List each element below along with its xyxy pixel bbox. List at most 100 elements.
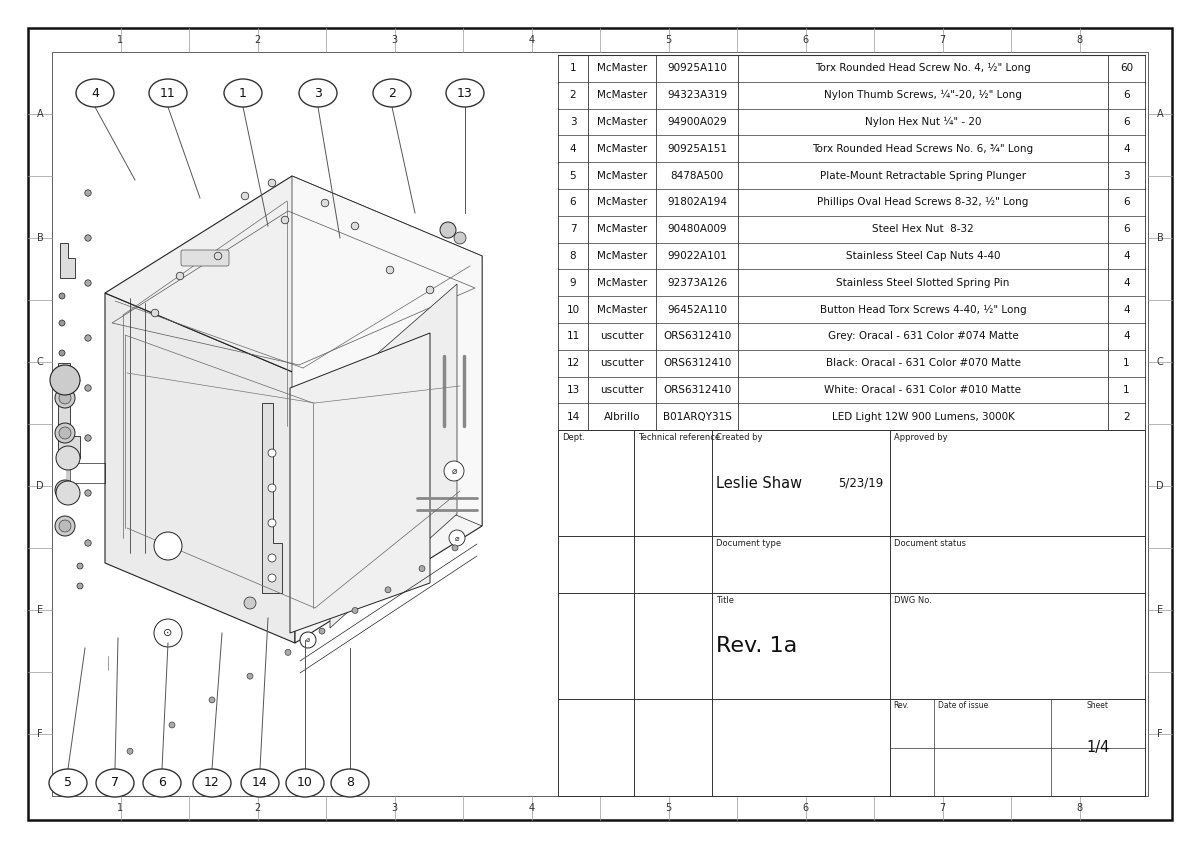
Circle shape xyxy=(352,222,359,230)
Text: 10: 10 xyxy=(298,777,313,789)
Text: McMaster: McMaster xyxy=(596,251,647,261)
Text: 60: 60 xyxy=(1120,64,1133,74)
Text: Document type: Document type xyxy=(716,539,781,549)
Text: F: F xyxy=(37,729,43,739)
Text: 3: 3 xyxy=(1123,170,1130,181)
Text: 12: 12 xyxy=(204,777,220,789)
Text: B01ARQY31S: B01ARQY31S xyxy=(662,412,732,421)
Text: McMaster: McMaster xyxy=(596,144,647,153)
Text: 2: 2 xyxy=(570,90,576,100)
Text: 5: 5 xyxy=(665,803,672,813)
Text: 10: 10 xyxy=(566,304,580,315)
Text: 2: 2 xyxy=(254,803,260,813)
Ellipse shape xyxy=(49,769,88,797)
Text: 6: 6 xyxy=(1123,117,1130,127)
Text: 90925A110: 90925A110 xyxy=(667,64,727,74)
Text: 11: 11 xyxy=(566,332,580,342)
Text: Dept.: Dept. xyxy=(562,433,586,442)
Circle shape xyxy=(300,632,316,648)
Ellipse shape xyxy=(149,79,187,107)
Polygon shape xyxy=(106,176,482,373)
Text: 6: 6 xyxy=(1123,224,1130,234)
Text: ⌀: ⌀ xyxy=(306,637,310,643)
Text: C: C xyxy=(37,357,43,367)
Text: 6: 6 xyxy=(1123,198,1130,208)
Text: ⌀: ⌀ xyxy=(451,466,457,476)
Text: 4: 4 xyxy=(1123,144,1130,153)
Text: 8: 8 xyxy=(570,251,576,261)
Text: Created by: Created by xyxy=(716,433,763,442)
Text: 90925A151: 90925A151 xyxy=(667,144,727,153)
Text: 4: 4 xyxy=(1123,304,1130,315)
Text: McMaster: McMaster xyxy=(596,117,647,127)
Circle shape xyxy=(55,388,74,408)
Text: 6: 6 xyxy=(570,198,576,208)
Circle shape xyxy=(85,335,91,341)
Text: B: B xyxy=(37,233,43,243)
Text: 4: 4 xyxy=(528,803,534,813)
Text: 92373A126: 92373A126 xyxy=(667,278,727,287)
Circle shape xyxy=(56,481,80,505)
Text: Approved by: Approved by xyxy=(894,433,947,442)
Circle shape xyxy=(241,192,248,200)
Text: 6: 6 xyxy=(1123,90,1130,100)
Text: White: Oracal - 631 Color #010 Matte: White: Oracal - 631 Color #010 Matte xyxy=(824,385,1021,395)
Circle shape xyxy=(449,530,466,546)
Text: ORS6312410: ORS6312410 xyxy=(662,332,731,342)
Text: Torx Rounded Head Screw No. 4, ½" Long: Torx Rounded Head Screw No. 4, ½" Long xyxy=(815,64,1031,74)
Text: Stainless Steel Cap Nuts 4-40: Stainless Steel Cap Nuts 4-40 xyxy=(846,251,1001,261)
Ellipse shape xyxy=(224,79,262,107)
Circle shape xyxy=(386,266,394,274)
Ellipse shape xyxy=(299,79,337,107)
Circle shape xyxy=(268,554,276,562)
Text: Torx Rounded Head Screws No. 6, ¾" Long: Torx Rounded Head Screws No. 6, ¾" Long xyxy=(812,144,1033,153)
Circle shape xyxy=(55,516,74,536)
Text: 1/4: 1/4 xyxy=(1086,740,1110,755)
Text: F: F xyxy=(1157,729,1163,739)
Text: 6: 6 xyxy=(803,803,809,813)
Text: Steel Hex Nut  8-32: Steel Hex Nut 8-32 xyxy=(872,224,974,234)
Text: D: D xyxy=(1156,481,1164,491)
Polygon shape xyxy=(330,284,457,628)
Polygon shape xyxy=(106,293,295,643)
Text: 5/23/19: 5/23/19 xyxy=(839,477,883,490)
Circle shape xyxy=(244,597,256,609)
Text: 1: 1 xyxy=(1123,385,1130,395)
Circle shape xyxy=(56,446,80,470)
Text: McMaster: McMaster xyxy=(596,170,647,181)
Text: McMaster: McMaster xyxy=(596,224,647,234)
Text: 2: 2 xyxy=(388,86,396,99)
Circle shape xyxy=(209,697,215,703)
Text: 90480A009: 90480A009 xyxy=(667,224,727,234)
Circle shape xyxy=(444,461,464,481)
Circle shape xyxy=(268,484,276,492)
Text: 9: 9 xyxy=(570,278,576,287)
Circle shape xyxy=(77,563,83,569)
Text: A: A xyxy=(1157,109,1163,119)
Text: 8: 8 xyxy=(1076,803,1082,813)
Circle shape xyxy=(454,232,466,244)
Text: McMaster: McMaster xyxy=(596,198,647,208)
Circle shape xyxy=(319,628,325,634)
Text: Albrillo: Albrillo xyxy=(604,412,641,421)
Circle shape xyxy=(77,583,83,589)
Circle shape xyxy=(85,385,91,391)
Circle shape xyxy=(59,320,65,326)
Text: E: E xyxy=(1157,605,1163,615)
Text: 4: 4 xyxy=(1123,251,1130,261)
Ellipse shape xyxy=(143,769,181,797)
Text: 1: 1 xyxy=(118,803,124,813)
Polygon shape xyxy=(262,403,282,593)
Text: Grey: Oracal - 631 Color #074 Matte: Grey: Oracal - 631 Color #074 Matte xyxy=(828,332,1019,342)
Text: uscutter: uscutter xyxy=(600,385,643,395)
Text: 94323A319: 94323A319 xyxy=(667,90,727,100)
Circle shape xyxy=(127,748,133,754)
Text: Stainless Steel Slotted Spring Pin: Stainless Steel Slotted Spring Pin xyxy=(836,278,1009,287)
Text: 6: 6 xyxy=(158,777,166,789)
Text: 91802A194: 91802A194 xyxy=(667,198,727,208)
Circle shape xyxy=(154,532,182,560)
Circle shape xyxy=(352,607,358,613)
Circle shape xyxy=(85,540,91,546)
Circle shape xyxy=(59,350,65,356)
Text: Phillips Oval Head Screws 8-32, ½" Long: Phillips Oval Head Screws 8-32, ½" Long xyxy=(817,198,1028,208)
